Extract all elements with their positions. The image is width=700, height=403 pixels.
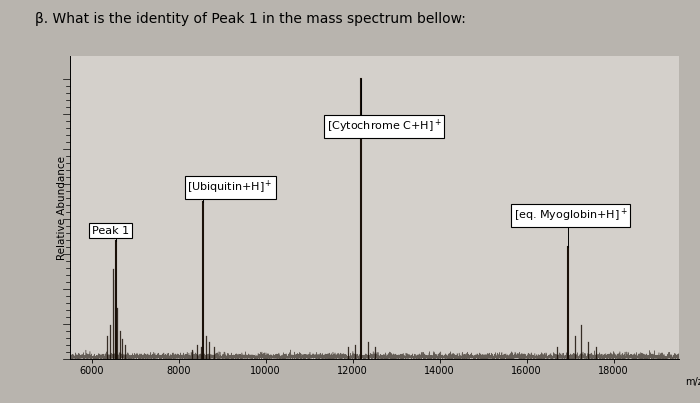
Text: m/z: m/z [685, 377, 700, 387]
Text: β. What is the identity of Peak 1 in the mass spectrum bellow:: β. What is the identity of Peak 1 in the… [35, 12, 466, 26]
Y-axis label: Relative Abundance: Relative Abundance [57, 156, 67, 260]
Text: [eq. Myoglobin+H]$^+$: [eq. Myoglobin+H]$^+$ [514, 207, 627, 224]
Text: Peak 1: Peak 1 [92, 226, 129, 235]
Text: [Ubiquitin+H]$^+$: [Ubiquitin+H]$^+$ [188, 179, 273, 196]
Text: [Cytochrome C+H]$^+$: [Cytochrome C+H]$^+$ [327, 118, 441, 135]
